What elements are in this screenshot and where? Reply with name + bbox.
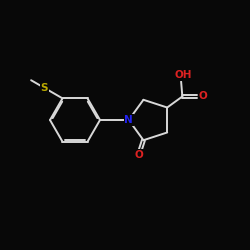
Text: N: N xyxy=(124,115,133,125)
Text: O: O xyxy=(198,92,207,102)
Text: OH: OH xyxy=(175,70,192,80)
Text: O: O xyxy=(134,150,143,160)
Text: S: S xyxy=(40,83,48,93)
